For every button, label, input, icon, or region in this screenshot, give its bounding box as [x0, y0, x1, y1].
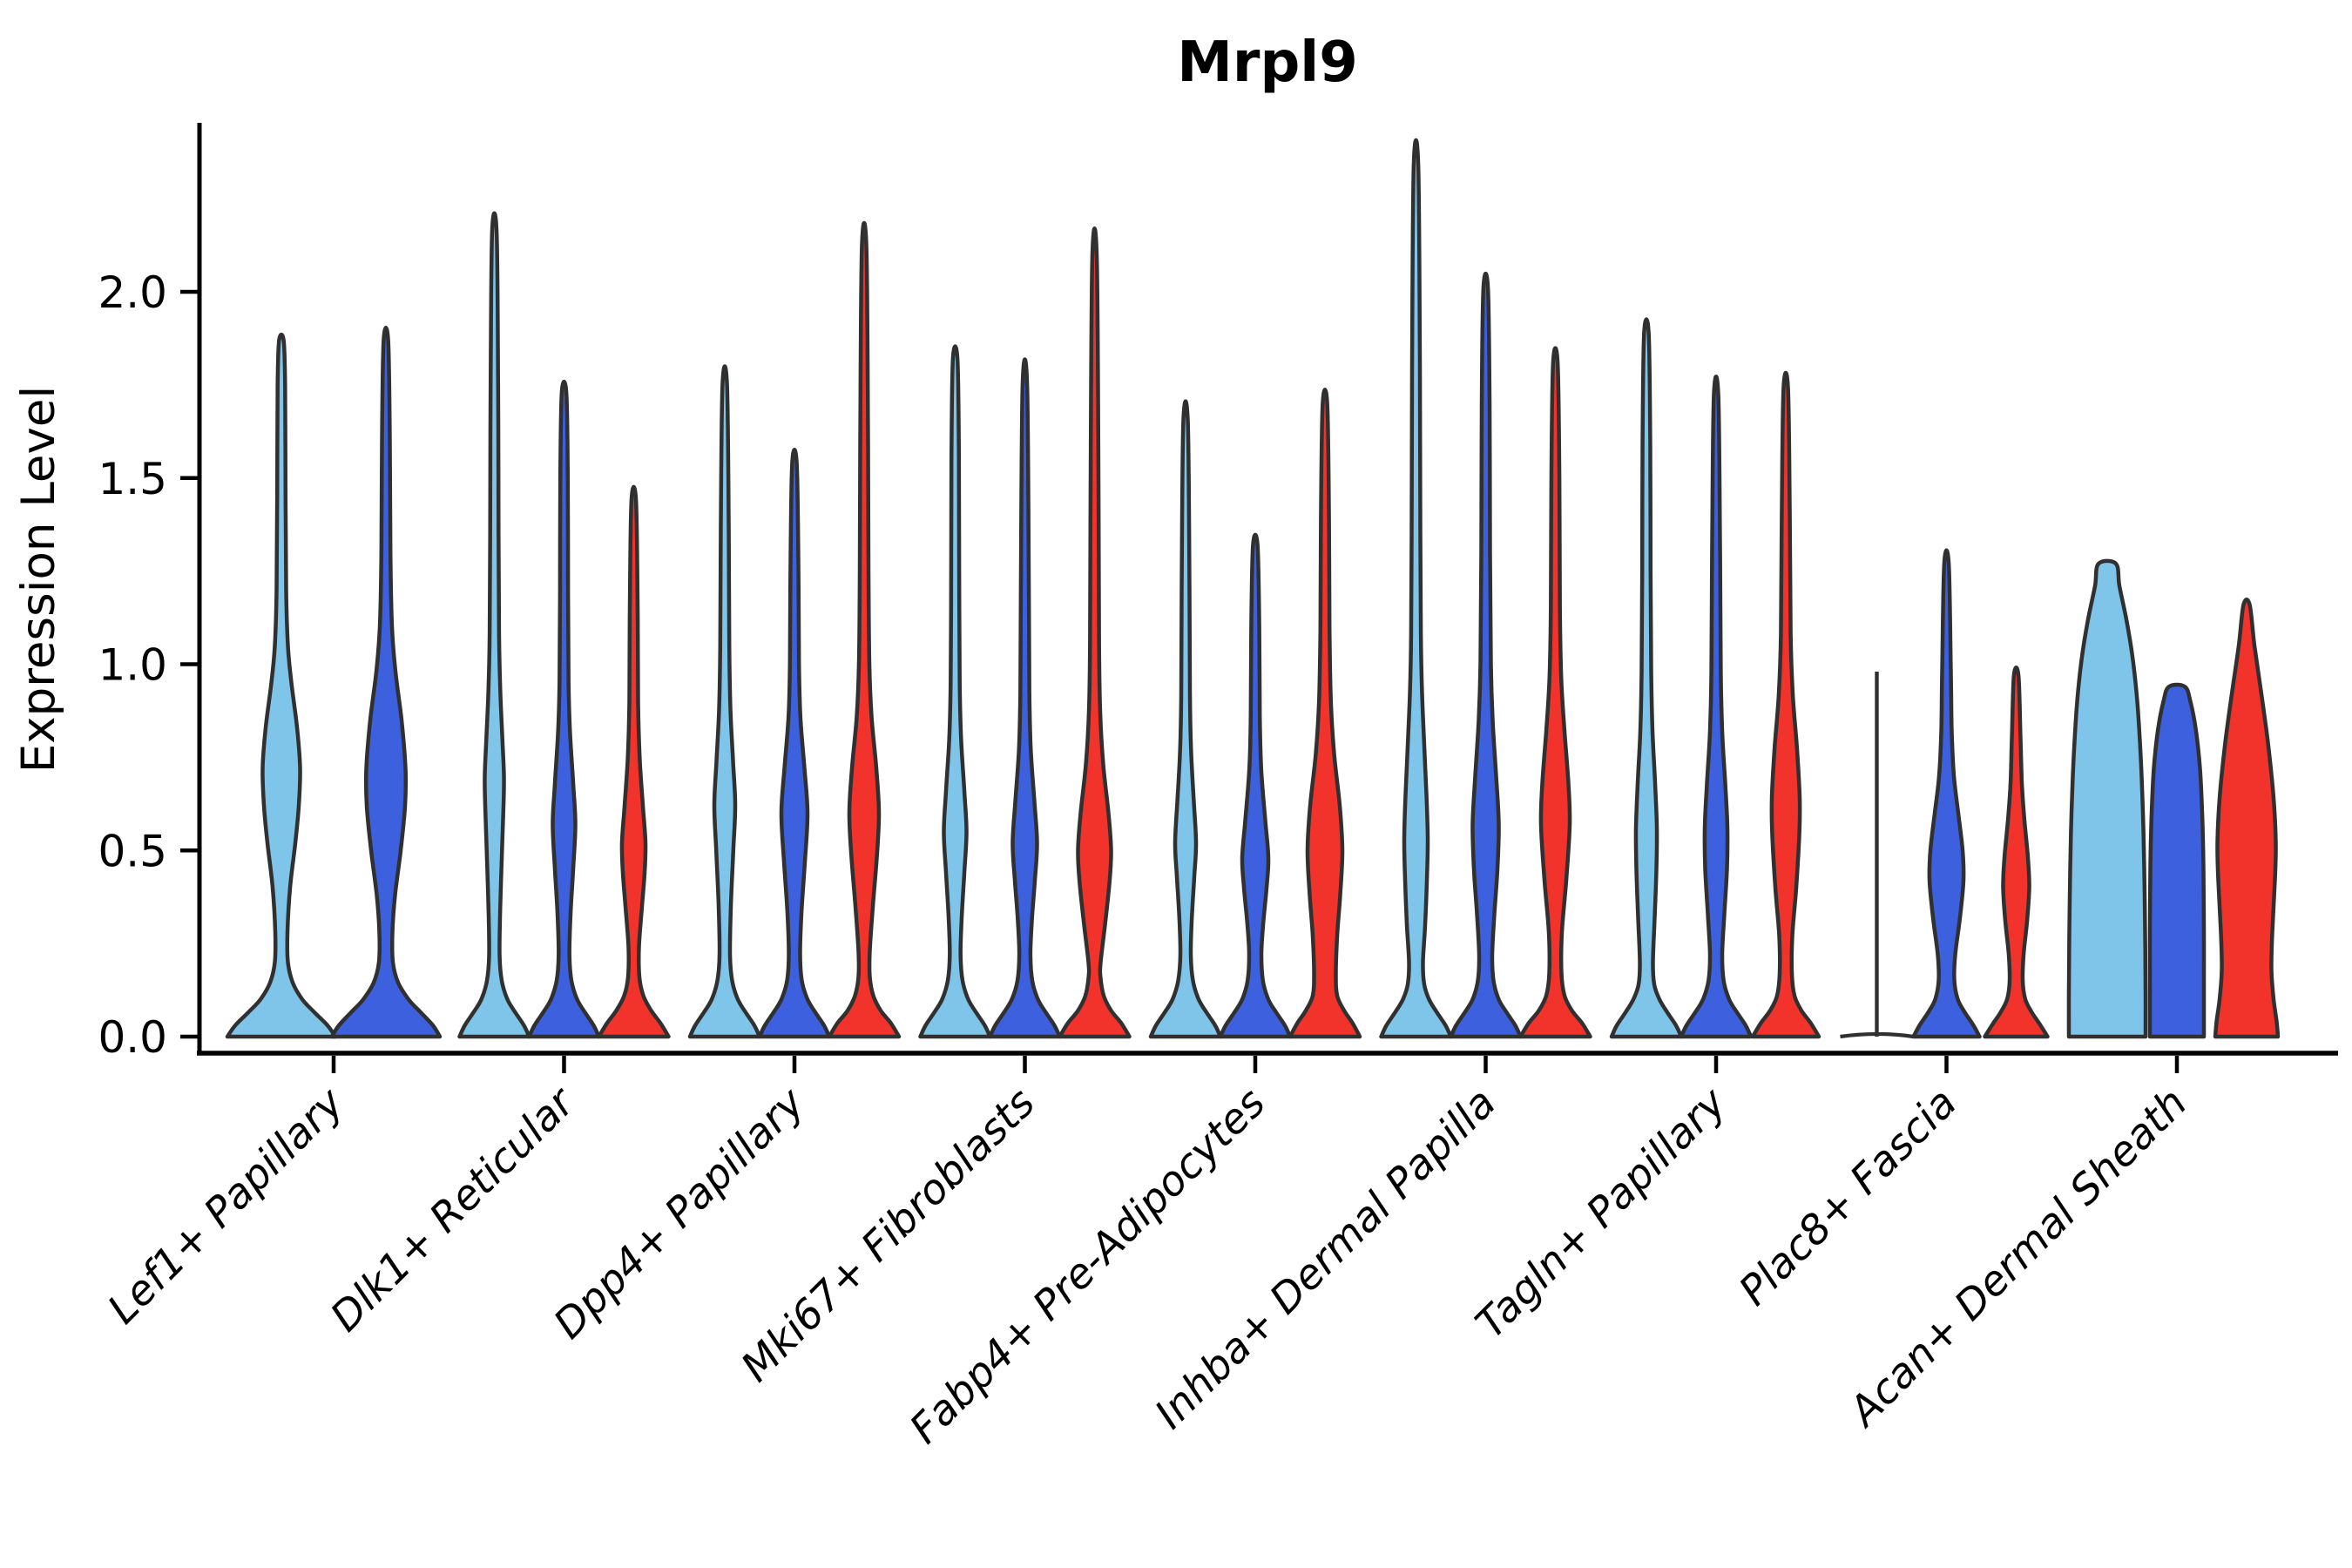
violins-layer: [225, 138, 2281, 1039]
x-tick-label: Plac8+ Fascia: [1730, 1079, 1966, 1315]
violin: [687, 364, 762, 1039]
violin: [1609, 317, 1684, 1039]
violin: [225, 332, 338, 1039]
violin: [1840, 672, 1914, 1039]
x-tick-label: Dlk1+ Reticular: [321, 1078, 585, 1342]
violin: [918, 344, 992, 1039]
violin: [1679, 375, 1754, 1039]
violin: [1379, 138, 1453, 1039]
violin: [1911, 548, 1982, 1039]
violin: [1750, 370, 1821, 1039]
y-tick-label: 1.0: [98, 640, 167, 691]
violin: [1058, 226, 1132, 1039]
violin: [988, 357, 1062, 1039]
y-tick-label: 1.5: [98, 454, 167, 504]
violin: [1288, 388, 1362, 1039]
violin: [527, 379, 601, 1039]
x-tick-label: Lef1+ Papillary: [98, 1078, 354, 1334]
violin: [1449, 271, 1523, 1039]
violin: [757, 447, 832, 1039]
chart-title: Mrpl9: [1177, 30, 1358, 95]
y-tick-label: 2.0: [98, 267, 167, 318]
violin: [2213, 598, 2281, 1039]
violin: [457, 211, 531, 1039]
violin: [1983, 665, 2050, 1039]
y-tick-label: 0.5: [98, 826, 167, 876]
x-tick-label: Tagln+ Papillary: [1467, 1078, 1737, 1348]
y-tick-label: 0.0: [98, 1012, 167, 1063]
violin: [329, 325, 443, 1039]
violin: [2147, 682, 2207, 1039]
violin: [1218, 532, 1293, 1039]
violin: [827, 220, 902, 1039]
violin: [1148, 399, 1223, 1039]
violin: [2066, 558, 2148, 1039]
violin: [597, 484, 671, 1039]
y-axis-label: Expression Level: [12, 386, 65, 773]
violin: [1518, 346, 1592, 1039]
x-tick-label: Dpp4+ Papillary: [544, 1078, 814, 1348]
